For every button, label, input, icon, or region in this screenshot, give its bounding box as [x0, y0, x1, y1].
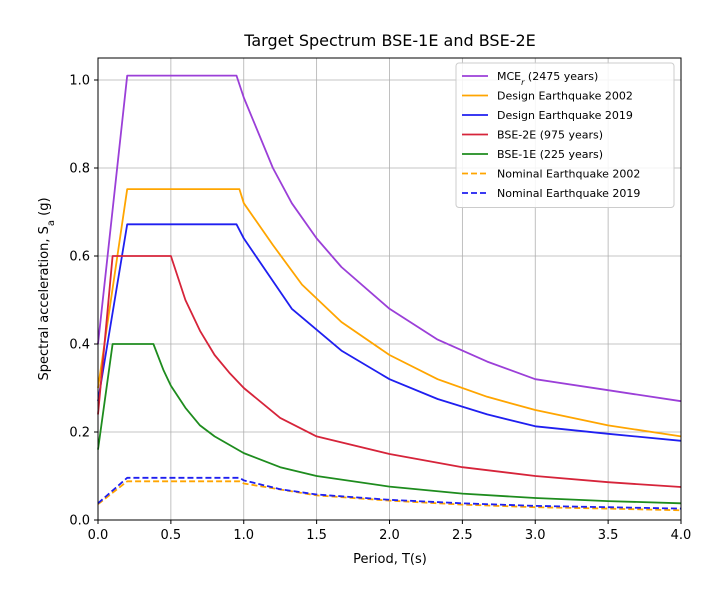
legend-label: Design Earthquake 2002	[497, 90, 633, 103]
x-tick-label: 0.5	[161, 528, 182, 543]
legend-label-main: BSE-2E (975 years)	[497, 129, 603, 142]
y-axis-label: Spectral acceleration, Sa (g)	[37, 197, 57, 380]
legend-label: Design Earthquake 2019	[497, 109, 633, 122]
x-tick-label: 2.0	[379, 528, 400, 543]
x-tick-label: 1.5	[306, 528, 327, 543]
series-line	[97, 255, 682, 488]
legend-label-main: Design Earthquake 2019	[497, 109, 633, 122]
legend-label-subscript: r	[521, 78, 525, 87]
y-axis-label-main: Spectral acceleration, S	[37, 226, 52, 380]
series-line	[97, 343, 682, 505]
y-tick-label: 0.2	[69, 426, 90, 441]
series-line	[97, 74, 682, 403]
x-tick-label: 2.5	[452, 528, 473, 543]
legend-box	[455, 62, 675, 208]
x-tick-label: 3.5	[598, 528, 619, 543]
legend-label-main: Nominal Earthquake 2019	[497, 187, 640, 200]
y-tick-label: 0.6	[69, 250, 90, 265]
legend-label: BSE-1E (225 years)	[497, 148, 603, 161]
x-tick-label: 4.0	[671, 528, 692, 543]
legend-label-suffix: (2475 years)	[524, 70, 598, 83]
legend-label-main: Design Earthquake 2002	[497, 90, 633, 103]
legend-label: Nominal Earthquake 2002	[497, 168, 640, 181]
legend-label: BSE-2E (975 years)	[497, 129, 603, 142]
y-tick-label: 0.8	[69, 162, 90, 177]
x-tick-label: 1.0	[233, 528, 254, 543]
x-tick-label: 3.0	[525, 528, 546, 543]
y-axis-label-suffix: (g)	[37, 197, 52, 220]
chart-title: Target Spectrum BSE-1E and BSE-2E	[243, 31, 536, 50]
legend-label: MCEr (2475 years)	[497, 70, 598, 87]
x-tick-label: 0.0	[88, 528, 109, 543]
series-line	[97, 476, 682, 510]
legend-label: Nominal Earthquake 2019	[497, 187, 640, 200]
legend-label-main: BSE-1E (225 years)	[497, 148, 603, 161]
x-axis-ticks: 0.0 0.5 1.0 1.5 2.0 2.5 3.0 3.5 4.0	[88, 520, 692, 543]
legend: MCEr (2475 years) Design Earthquake 2002 D…	[455, 62, 675, 208]
series-line	[97, 223, 682, 442]
legend-label-main: Nominal Earthquake 2002	[497, 168, 640, 181]
y-axis-ticks: 0.0 0.2 0.4 0.6 0.8 1.0	[69, 74, 98, 529]
y-tick-label: 0.0	[69, 514, 90, 529]
series-line	[97, 188, 682, 438]
y-tick-label: 0.4	[69, 338, 90, 353]
x-axis-label: Period, T(s)	[353, 552, 427, 567]
legend-label-main: MCE	[497, 70, 521, 83]
y-tick-label: 1.0	[69, 74, 90, 89]
y-axis-label-subscript: a	[46, 220, 57, 226]
series-lines	[97, 74, 682, 512]
